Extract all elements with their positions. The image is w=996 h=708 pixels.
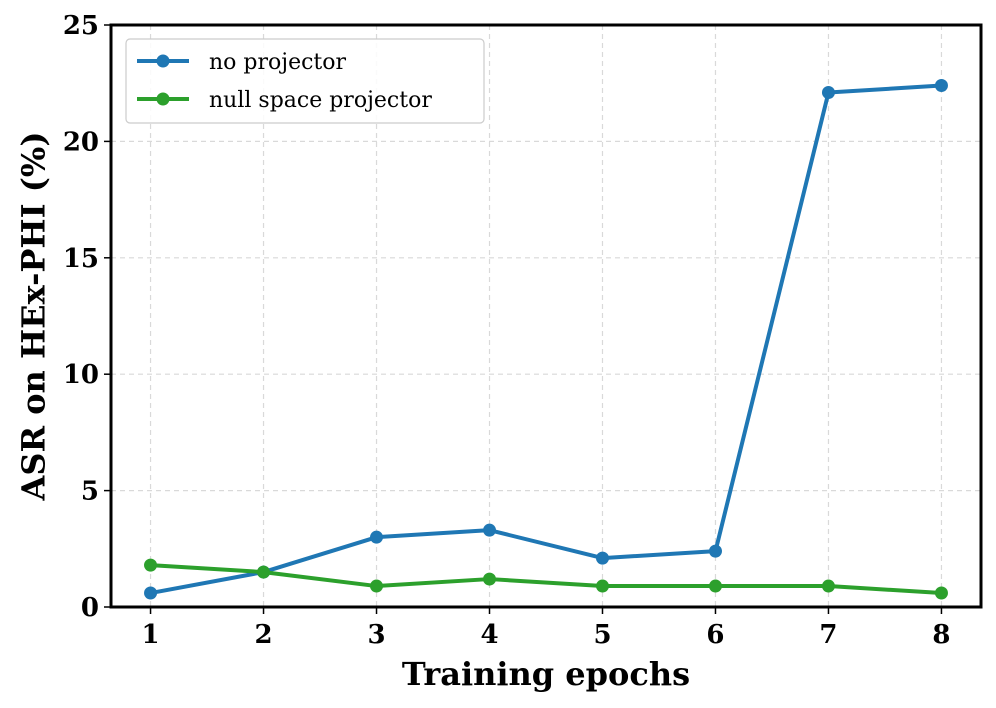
data-point	[595, 579, 609, 593]
plot-frame	[109, 23, 983, 609]
legend-marker	[156, 92, 170, 106]
legend-item: no projector	[137, 50, 347, 75]
data-point	[708, 544, 722, 558]
x-tick-label: 3	[367, 620, 385, 650]
y-tick-label: 20	[63, 127, 99, 157]
data-point	[370, 530, 384, 544]
y-tick-label: 25	[63, 11, 99, 41]
series-2	[144, 558, 948, 600]
data-point	[483, 572, 497, 586]
data-point	[595, 551, 609, 565]
series-layer	[144, 79, 948, 600]
x-tick-label: 8	[932, 620, 950, 650]
data-point	[483, 523, 497, 537]
data-point	[934, 79, 948, 93]
y-tick-label: 0	[81, 593, 99, 623]
legend: no projector null space projector	[125, 38, 485, 124]
x-axis-ticks: 1 2 3 4 5 6 7 8	[141, 607, 951, 650]
y-axis-ticks: 0 5 10 15 20 25	[63, 11, 111, 623]
y-tick-label: 5	[81, 477, 99, 507]
legend-label: no projector	[209, 50, 347, 75]
legend-marker	[156, 54, 170, 68]
series-line	[148, 83, 944, 596]
data-point	[370, 579, 384, 593]
x-tick-label: 7	[819, 620, 837, 650]
data-point	[934, 586, 948, 600]
x-tick-label: 5	[593, 620, 611, 650]
legend-label: null space projector	[209, 88, 432, 113]
x-axis-title: Training epochs	[402, 655, 690, 693]
x-tick-label: 6	[706, 620, 724, 650]
x-tick-label: 1	[141, 620, 159, 650]
data-point	[821, 579, 835, 593]
y-tick-label: 10	[63, 360, 99, 390]
series-line	[148, 563, 944, 596]
data-point	[821, 86, 835, 100]
data-point	[144, 558, 158, 572]
x-tick-label: 2	[254, 620, 272, 650]
series-1	[144, 79, 948, 600]
y-axis-title: ASR on HEx-PHI (%)	[15, 132, 53, 502]
legend-item: null space projector	[137, 88, 432, 113]
data-point	[708, 579, 722, 593]
legend-box	[125, 38, 485, 124]
data-point	[257, 565, 271, 579]
x-tick-label: 4	[480, 620, 498, 650]
data-point	[144, 586, 158, 600]
y-tick-label: 15	[63, 244, 99, 274]
